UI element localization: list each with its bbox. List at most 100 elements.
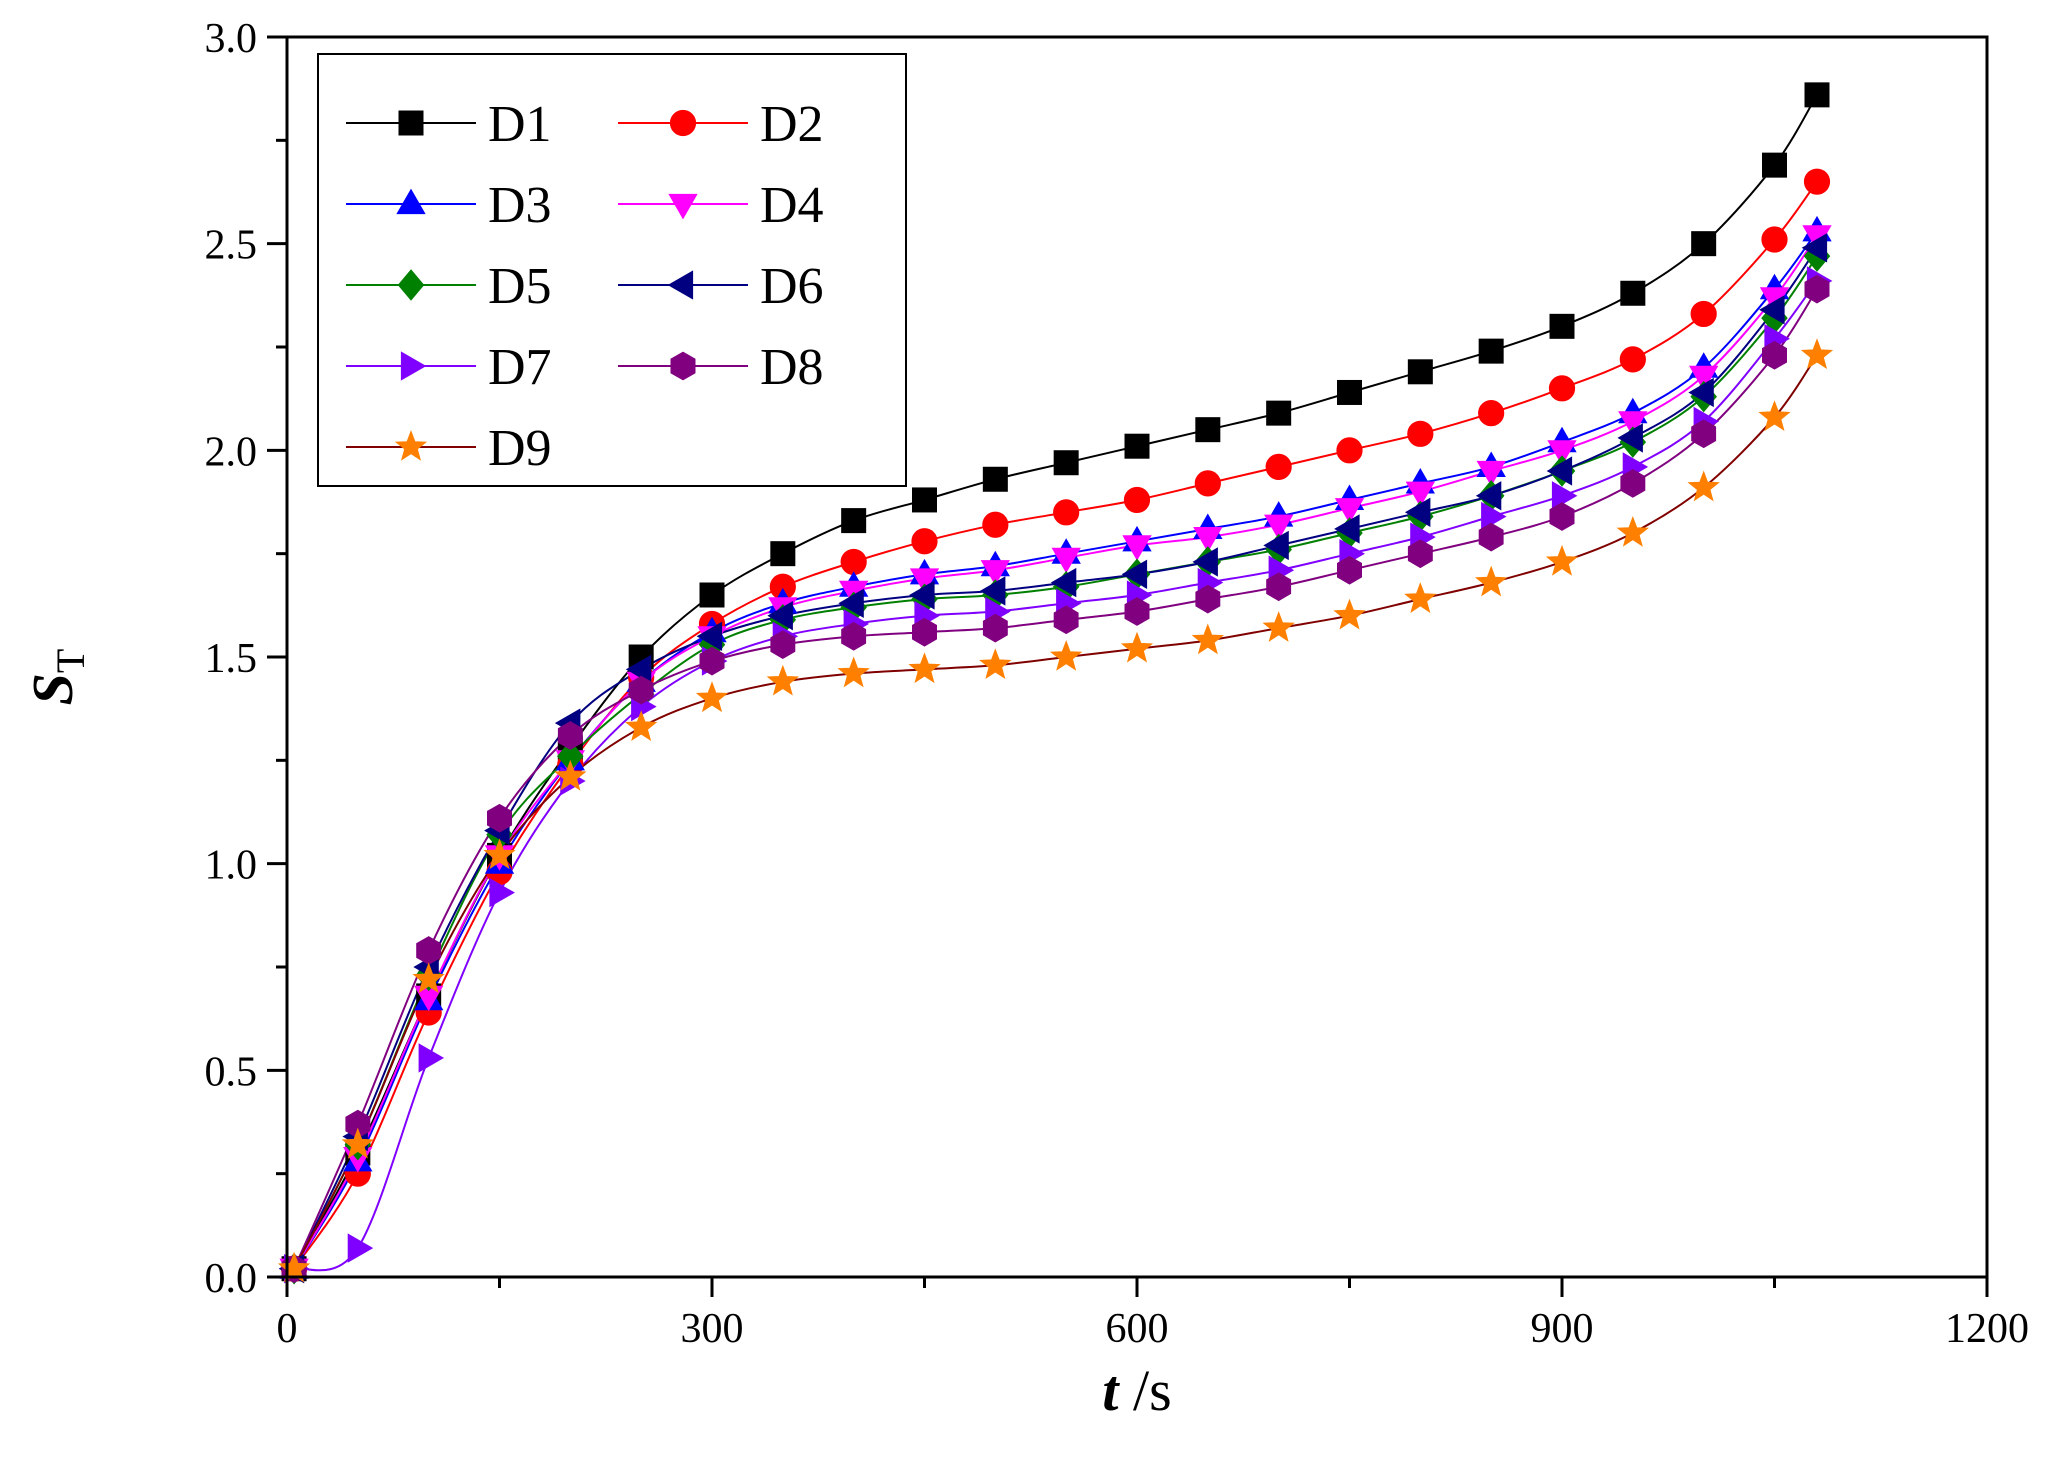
data-point (1262, 611, 1295, 642)
y-axis: 0.0 0.5 1.0 1.5 2.0 2.5 3.0 (205, 16, 287, 1302)
legend-item-d9: D9 (346, 420, 552, 477)
legend-swatch-marker (670, 351, 696, 381)
legend-label: D9 (488, 420, 552, 477)
data-point (557, 721, 583, 750)
data-point (1476, 460, 1506, 487)
legend-swatch-marker (667, 270, 694, 300)
data-point (912, 617, 937, 647)
data-point (1053, 605, 1079, 635)
legend-item-d5: D5 (346, 258, 552, 315)
data-point (982, 511, 1009, 538)
legend-label: D2 (760, 96, 824, 153)
data-point (489, 877, 515, 908)
legend-item-d8: D8 (618, 339, 824, 396)
legend-item-d2: D2 (618, 96, 824, 153)
series-points-d9 (277, 338, 1834, 1283)
data-point (1800, 338, 1834, 370)
legend: D1 D2 D3 D4 D5 D6 D7 D8 D9 (317, 53, 907, 487)
legend-label: D5 (488, 258, 552, 315)
x-tick-label: 600 (1106, 1306, 1169, 1352)
data-point (980, 560, 1010, 586)
data-point (1333, 598, 1366, 630)
data-point (1404, 497, 1431, 527)
x-axis-title: t /s (1102, 1358, 1171, 1423)
data-point (1192, 547, 1218, 577)
data-point (1547, 440, 1577, 466)
data-point (1691, 419, 1717, 449)
legend-item-d4: D4 (618, 177, 824, 234)
data-point (1120, 631, 1154, 663)
data-point (1195, 584, 1221, 614)
data-point (624, 710, 658, 742)
data-point (1762, 340, 1787, 370)
legend-item-d7: D7 (346, 339, 552, 396)
data-point (841, 508, 867, 534)
legend-swatch-marker (400, 351, 427, 381)
data-point (1478, 338, 1504, 364)
data-point (1546, 456, 1573, 486)
y-axis-title: ST (20, 649, 93, 706)
data-point (1407, 539, 1433, 569)
data-point (908, 652, 941, 684)
data-point (1122, 535, 1152, 561)
data-point (767, 601, 793, 631)
data-point (979, 576, 1006, 606)
data-point (1334, 514, 1360, 544)
data-point (1758, 400, 1791, 432)
data-point (912, 487, 937, 513)
x-axis: 0 300 600 900 1200 (277, 1277, 2029, 1352)
y-tick-label: 0.0 (205, 1256, 258, 1302)
x-tick-label: 0 (277, 1306, 298, 1352)
data-point (1123, 486, 1151, 514)
data-point (1191, 623, 1225, 655)
data-point (979, 648, 1012, 680)
data-point (1337, 379, 1362, 405)
data-point (1266, 400, 1292, 426)
data-point (1801, 233, 1828, 263)
data-point (1481, 501, 1507, 532)
data-point (341, 1127, 375, 1159)
data-point (1124, 433, 1150, 459)
legend-swatch-marker (669, 109, 697, 137)
data-point (1405, 481, 1435, 508)
data-point (1620, 469, 1646, 498)
legend-label: D3 (488, 177, 552, 234)
y-tick-label: 1.0 (205, 843, 258, 889)
data-point (1690, 300, 1717, 328)
axes: 0 300 600 900 1200 0.0 0.5 1.0 1.5 2.0 2.5 3.0 (205, 16, 2030, 1352)
legend-label: D4 (760, 177, 824, 234)
data-point (1687, 470, 1720, 502)
y-tick-label: 2.0 (205, 429, 258, 475)
data-point (554, 759, 587, 791)
data-point (1194, 470, 1221, 497)
data-point (1620, 280, 1646, 306)
data-point (1803, 168, 1831, 195)
data-point (1761, 226, 1788, 253)
legend-swatch-marker (397, 269, 425, 301)
data-point (1545, 544, 1579, 576)
y-tick-label: 2.5 (205, 223, 258, 269)
data-point (1759, 295, 1785, 325)
x-axis-title-symbol: t (1102, 1358, 1120, 1423)
data-point (625, 654, 652, 685)
data-point (838, 588, 864, 618)
data-point (911, 528, 938, 555)
data-point (1051, 547, 1081, 574)
data-point (1336, 437, 1363, 464)
data-point (1264, 514, 1294, 541)
data-point (1407, 359, 1433, 385)
data-point (837, 656, 870, 688)
data-point (1618, 411, 1648, 437)
data-point (1804, 82, 1830, 108)
data-point (770, 630, 796, 659)
data-point (1053, 450, 1079, 476)
data-point (1195, 417, 1221, 443)
data-point (1053, 499, 1080, 526)
data-point (1334, 498, 1365, 524)
y-tick-label: 0.5 (205, 1049, 258, 1095)
x-axis-title-unit: /s (1118, 1358, 1171, 1423)
y-axis-title-subscript: T (48, 649, 93, 673)
data-point (1617, 423, 1643, 453)
data-point (277, 1251, 311, 1283)
